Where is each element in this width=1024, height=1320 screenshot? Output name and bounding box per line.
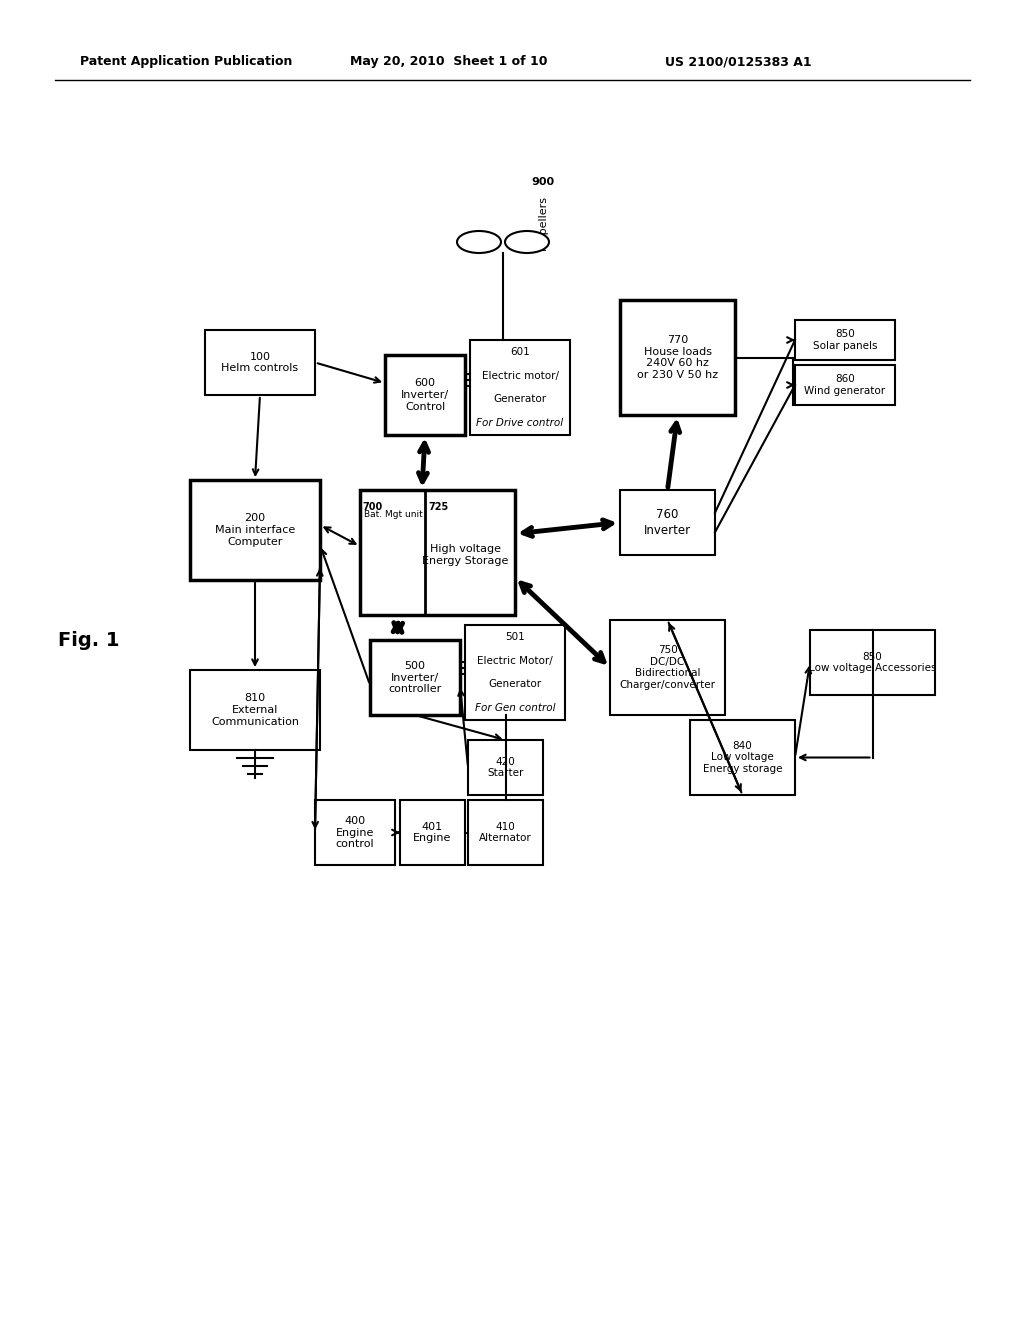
Bar [385,355,465,436]
Text: Propellers: Propellers [538,194,548,249]
Text: 770
House loads
240V 60 hz
or 230 V 50 hz: 770 House loads 240V 60 hz or 230 V 50 h… [637,335,718,380]
Text: 725: 725 [428,502,449,512]
Bar [810,630,935,696]
Bar [465,624,565,719]
Text: 400
Engine
control: 400 Engine control [336,816,375,849]
Bar [190,671,319,750]
Text: 750
DC/DC
Bidirectional
Charger/converter: 750 DC/DC Bidirectional Charger/converte… [620,645,716,690]
Text: 760
Inverter: 760 Inverter [644,508,691,536]
Text: Electric Motor/: Electric Motor/ [477,656,553,665]
Text: Electric motor/: Electric motor/ [481,371,558,380]
Text: Patent Application Publication: Patent Application Publication [80,55,293,69]
Text: High voltage
Energy Storage: High voltage Energy Storage [422,544,508,566]
Bar [620,490,715,554]
Bar [190,480,319,579]
Text: US 2100/0125383 A1: US 2100/0125383 A1 [665,55,812,69]
Text: 860
Wind generator: 860 Wind generator [805,374,886,396]
Text: 900: 900 [531,177,554,187]
Bar [795,319,895,360]
Text: Generator: Generator [494,395,547,404]
Text: For Gen control: For Gen control [475,704,555,713]
Bar [610,620,725,715]
Bar [370,640,460,715]
Text: 601: 601 [510,347,529,356]
Text: 200
Main interface
Computer: 200 Main interface Computer [215,513,295,546]
Bar [315,800,395,865]
Text: 700: 700 [362,502,382,512]
Text: 810
External
Communication: 810 External Communication [211,693,299,726]
Text: 420
Starter: 420 Starter [487,756,523,779]
Bar [620,300,735,414]
Text: 840
Low voltage
Energy storage: 840 Low voltage Energy storage [702,741,782,774]
Ellipse shape [457,231,501,253]
Text: 410
Alternator: 410 Alternator [479,821,531,843]
Bar [690,719,795,795]
Text: 600
Inverter/
Control: 600 Inverter/ Control [401,379,450,412]
Bar [468,741,543,795]
Bar [400,800,465,865]
Bar [360,490,515,615]
Text: Fig. 1: Fig. 1 [58,631,120,649]
Text: Generator: Generator [488,680,542,689]
Text: 500
Inverter/
controller: 500 Inverter/ controller [388,661,441,694]
Text: 100
Helm controls: 100 Helm controls [221,351,299,374]
Text: For Drive control: For Drive control [476,418,563,428]
Text: 501: 501 [505,632,525,642]
Text: 850
Low voltage Accessories: 850 Low voltage Accessories [809,652,936,673]
Bar [795,366,895,405]
Bar [468,800,543,865]
Bar [470,341,570,436]
Ellipse shape [505,231,549,253]
Text: Bat. Mgt unit: Bat. Mgt unit [364,510,423,519]
Text: May 20, 2010  Sheet 1 of 10: May 20, 2010 Sheet 1 of 10 [350,55,548,69]
Text: 850
Solar panels: 850 Solar panels [813,329,878,351]
Bar [205,330,315,395]
Text: 401
Engine: 401 Engine [414,821,452,843]
